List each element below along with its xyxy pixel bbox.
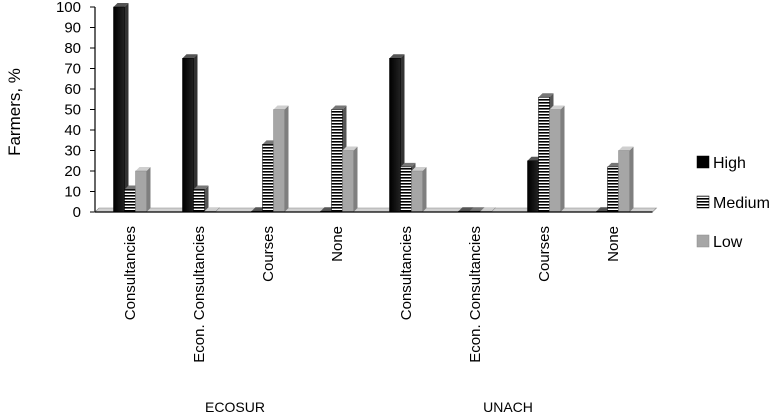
x-category-label: Courses xyxy=(536,226,553,282)
legend-swatch xyxy=(696,234,710,248)
legend-label: High xyxy=(713,155,746,172)
legend-label: Low xyxy=(713,234,743,251)
y-tick-label: 60 xyxy=(64,81,81,98)
legend-label: Medium xyxy=(713,195,770,212)
legend: High Medium Low xyxy=(696,155,770,251)
y-tick-label: 0 xyxy=(73,204,81,221)
bar-low xyxy=(273,105,289,213)
bar-high xyxy=(182,54,198,213)
y-tick-label: 100 xyxy=(56,0,81,16)
bar-low xyxy=(618,146,634,213)
bar-medium xyxy=(193,185,209,213)
group-label: UNACH xyxy=(483,399,533,415)
group-label: ECOSUR xyxy=(205,399,265,415)
x-category-label: Consultancies xyxy=(122,226,139,320)
y-tick-label: 90 xyxy=(64,20,81,37)
bar-low xyxy=(549,105,565,213)
legend-swatch xyxy=(696,155,710,169)
y-tick-label: 40 xyxy=(64,122,81,139)
x-category-label: None xyxy=(329,226,346,262)
bar-high xyxy=(113,3,129,213)
y-tick-label: 10 xyxy=(64,184,81,201)
x-category-label: Courses xyxy=(260,226,277,282)
y-axis-label: Farmers, % xyxy=(5,68,24,156)
legend-swatch xyxy=(696,195,710,209)
y-tick-label: 80 xyxy=(64,40,81,57)
x-category-label: Consultancies xyxy=(398,226,415,320)
x-category-label: None xyxy=(605,226,622,262)
y-tick-label: 20 xyxy=(64,163,81,180)
bar-low xyxy=(411,167,427,213)
legend-item-low: Low xyxy=(696,234,743,251)
y-axis: 0 10 20 30 40 50 60 70 80 90 100 xyxy=(56,0,96,221)
y-tick-label: 30 xyxy=(64,143,81,160)
bars xyxy=(94,3,658,213)
bar-low xyxy=(342,146,358,213)
legend-item-high: High xyxy=(696,155,746,172)
x-category-label: Econ. Consultancies xyxy=(191,226,208,363)
y-tick-label: 70 xyxy=(64,61,81,78)
bar-low xyxy=(135,167,151,213)
y-tick-label: 50 xyxy=(64,102,81,119)
x-category-label: Econ. Consultancies xyxy=(467,226,484,363)
legend-item-medium: Medium xyxy=(696,195,770,212)
x-axis: Consultancies Econ. Consultancies Courses N… xyxy=(95,211,653,415)
